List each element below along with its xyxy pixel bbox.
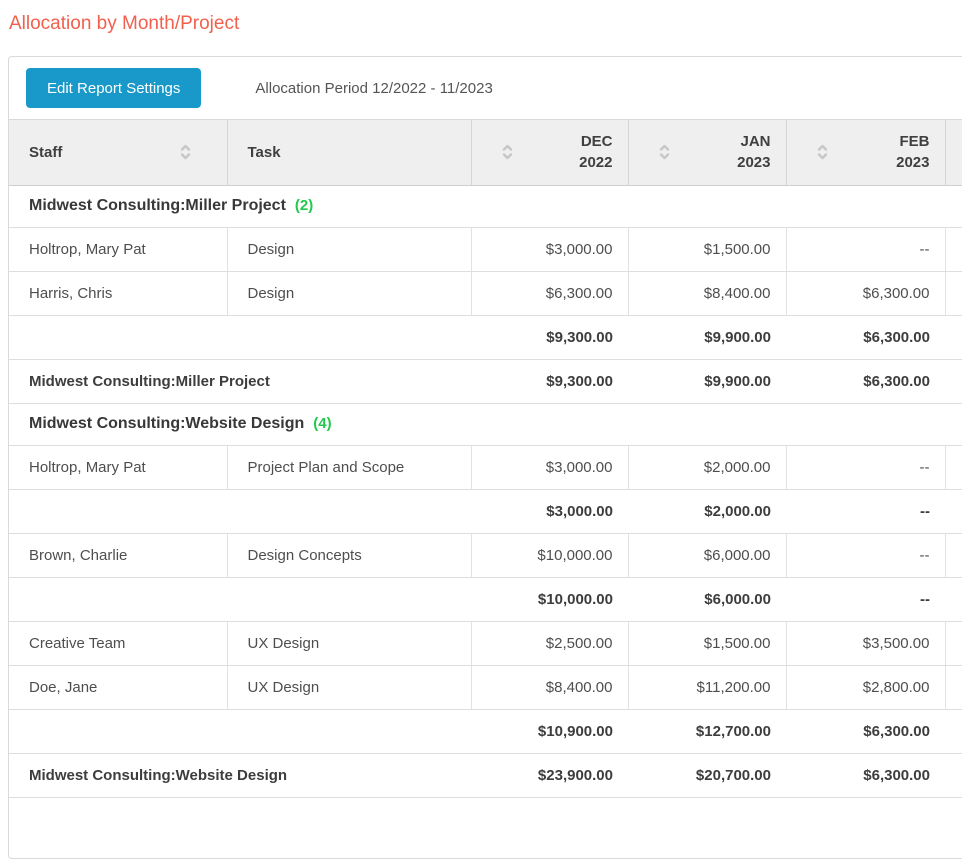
value-cell-partial bbox=[944, 227, 962, 272]
value-cell-partial bbox=[944, 621, 962, 666]
report-toolbar: Edit Report Settings Allocation Period 1… bbox=[9, 57, 962, 120]
column-header-staff[interactable]: Staff bbox=[9, 120, 227, 186]
staff-cell: Holtrop, Mary Pat bbox=[9, 445, 227, 490]
task-subtotal-row: $10,900.00 $12,700.00 $6,300.00 bbox=[9, 709, 962, 754]
column-label-staff: Staff bbox=[29, 143, 63, 161]
allocation-period-label: Allocation Period 12/2022 - 11/2023 bbox=[255, 79, 493, 97]
subtotal-cell-feb: -- bbox=[786, 577, 945, 622]
subtotal-cell-jan: $6,000.00 bbox=[628, 577, 786, 622]
project-total-name: Midwest Consulting:Website Design bbox=[9, 753, 471, 798]
project-group-count: (2) bbox=[294, 197, 314, 214]
staff-cell: Holtrop, Mary Pat bbox=[9, 227, 227, 272]
value-cell-partial bbox=[944, 665, 962, 710]
project-total-jan: $9,900.00 bbox=[628, 359, 786, 404]
page-title: Allocation by Month/Project bbox=[9, 13, 240, 34]
project-total-feb: $6,300.00 bbox=[786, 359, 945, 404]
value-cell-dec: $8,400.00 bbox=[470, 665, 628, 710]
column-label-year: 2022 bbox=[579, 154, 613, 172]
project-total-feb: $6,300.00 bbox=[786, 753, 945, 798]
value-cell-feb: $3,500.00 bbox=[785, 621, 945, 666]
staff-cell: Brown, Charlie bbox=[9, 533, 227, 578]
sort-icon[interactable] bbox=[659, 143, 670, 161]
task-cell: UX Design bbox=[226, 621, 471, 666]
project-total-name: Midwest Consulting:Miller Project bbox=[9, 359, 471, 404]
project-total-row: Midwest Consulting:Website Design $23,90… bbox=[9, 753, 962, 798]
column-label-month: FEB bbox=[899, 133, 930, 151]
subtotal-cell-feb: $6,300.00 bbox=[786, 709, 945, 754]
value-cell-jan: $8,400.00 bbox=[627, 271, 786, 316]
project-group-name: Midwest Consulting:Website Design bbox=[29, 415, 305, 432]
allocation-row: Brown, Charlie Design Concepts $10,000.0… bbox=[9, 533, 962, 578]
project-group-header-row: Midwest Consulting:Miller Project (2) bbox=[9, 185, 962, 228]
project-total-row: Midwest Consulting:Miller Project $9,300… bbox=[9, 359, 962, 404]
value-cell-dec: $3,000.00 bbox=[470, 445, 628, 490]
column-label-month: JAN bbox=[740, 133, 771, 151]
task-cell: Design Concepts bbox=[226, 533, 471, 578]
project-total-dec: $9,300.00 bbox=[471, 359, 628, 404]
column-label-year: 2023 bbox=[896, 154, 930, 172]
subtotal-cell-jan: $12,700.00 bbox=[628, 709, 786, 754]
value-cell-dec: $2,500.00 bbox=[470, 621, 628, 666]
sort-icon[interactable] bbox=[817, 143, 828, 161]
task-subtotal-row: $10,000.00 $6,000.00 -- bbox=[9, 577, 962, 622]
task-cell: Design bbox=[226, 271, 471, 316]
value-cell-dec: $10,000.00 bbox=[470, 533, 628, 578]
value-cell-feb: -- bbox=[785, 227, 945, 272]
value-cell-feb: -- bbox=[785, 445, 945, 490]
subtotal-cell-dec: $10,900.00 bbox=[471, 709, 628, 754]
column-header-partial bbox=[944, 120, 962, 186]
value-cell-feb: $6,300.00 bbox=[785, 271, 945, 316]
staff-cell: Creative Team bbox=[9, 621, 227, 666]
value-cell-feb: $2,800.00 bbox=[785, 665, 945, 710]
task-cell: Project Plan and Scope bbox=[226, 445, 471, 490]
value-cell-dec: $6,300.00 bbox=[470, 271, 628, 316]
value-cell-partial bbox=[944, 271, 962, 316]
project-group-count: (4) bbox=[313, 415, 332, 432]
task-subtotal-row: $9,300.00 $9,900.00 $6,300.00 bbox=[9, 315, 962, 360]
allocation-row: Holtrop, Mary Pat Design $3,000.00 $1,50… bbox=[9, 227, 962, 272]
column-header-task[interactable]: Task bbox=[226, 120, 471, 186]
table-header-row: Staff Task bbox=[9, 120, 962, 186]
column-header-dec-2022[interactable]: DEC 2022 bbox=[470, 120, 628, 186]
value-cell-jan: $2,000.00 bbox=[627, 445, 786, 490]
value-cell-partial bbox=[944, 445, 962, 490]
project-group-name: Midwest Consulting:Miller Project bbox=[29, 197, 286, 214]
task-subtotal-row: $3,000.00 $2,000.00 -- bbox=[9, 489, 962, 534]
column-label-task: Task bbox=[247, 143, 281, 161]
report-panel: Edit Report Settings Allocation Period 1… bbox=[8, 56, 962, 859]
allocation-row: Harris, Chris Design $6,300.00 $8,400.00… bbox=[9, 271, 962, 316]
subtotal-cell-dec: $10,000.00 bbox=[471, 577, 628, 622]
value-cell-partial bbox=[944, 533, 962, 578]
staff-cell: Doe, Jane bbox=[9, 665, 227, 710]
task-cell: Design bbox=[226, 227, 471, 272]
allocation-row: Holtrop, Mary Pat Project Plan and Scope… bbox=[9, 445, 962, 490]
value-cell-jan: $1,500.00 bbox=[627, 621, 786, 666]
subtotal-cell-feb: $6,300.00 bbox=[786, 315, 945, 360]
value-cell-jan: $11,200.00 bbox=[627, 665, 786, 710]
column-header-jan-2023[interactable]: JAN 2023 bbox=[627, 120, 786, 186]
sort-icon[interactable] bbox=[180, 143, 191, 161]
sort-icon[interactable] bbox=[502, 143, 513, 161]
subtotal-cell-feb: -- bbox=[786, 489, 945, 534]
subtotal-cell-dec: $9,300.00 bbox=[471, 315, 628, 360]
column-label-month: DEC bbox=[580, 133, 613, 151]
edit-report-settings-button[interactable]: Edit Report Settings bbox=[26, 68, 202, 108]
subtotal-cell-dec: $3,000.00 bbox=[471, 489, 628, 534]
value-cell-feb: -- bbox=[785, 533, 945, 578]
subtotal-cell-jan: $9,900.00 bbox=[628, 315, 786, 360]
project-group-header-row: Midwest Consulting:Website Design (4) bbox=[9, 403, 962, 446]
allocation-row: Doe, Jane UX Design $8,400.00 $11,200.00… bbox=[9, 665, 962, 710]
allocation-row: Creative Team UX Design $2,500.00 $1,500… bbox=[9, 621, 962, 666]
allocation-table: Staff Task bbox=[9, 120, 962, 798]
project-total-jan: $20,700.00 bbox=[628, 753, 786, 798]
column-header-feb-2023[interactable]: FEB 2023 bbox=[785, 120, 945, 186]
value-cell-jan: $6,000.00 bbox=[627, 533, 786, 578]
task-cell: UX Design bbox=[226, 665, 471, 710]
value-cell-jan: $1,500.00 bbox=[627, 227, 786, 272]
column-label-year: 2023 bbox=[737, 154, 771, 172]
staff-cell: Harris, Chris bbox=[9, 271, 227, 316]
project-total-dec: $23,900.00 bbox=[471, 753, 628, 798]
subtotal-cell-jan: $2,000.00 bbox=[628, 489, 786, 534]
value-cell-dec: $3,000.00 bbox=[470, 227, 628, 272]
